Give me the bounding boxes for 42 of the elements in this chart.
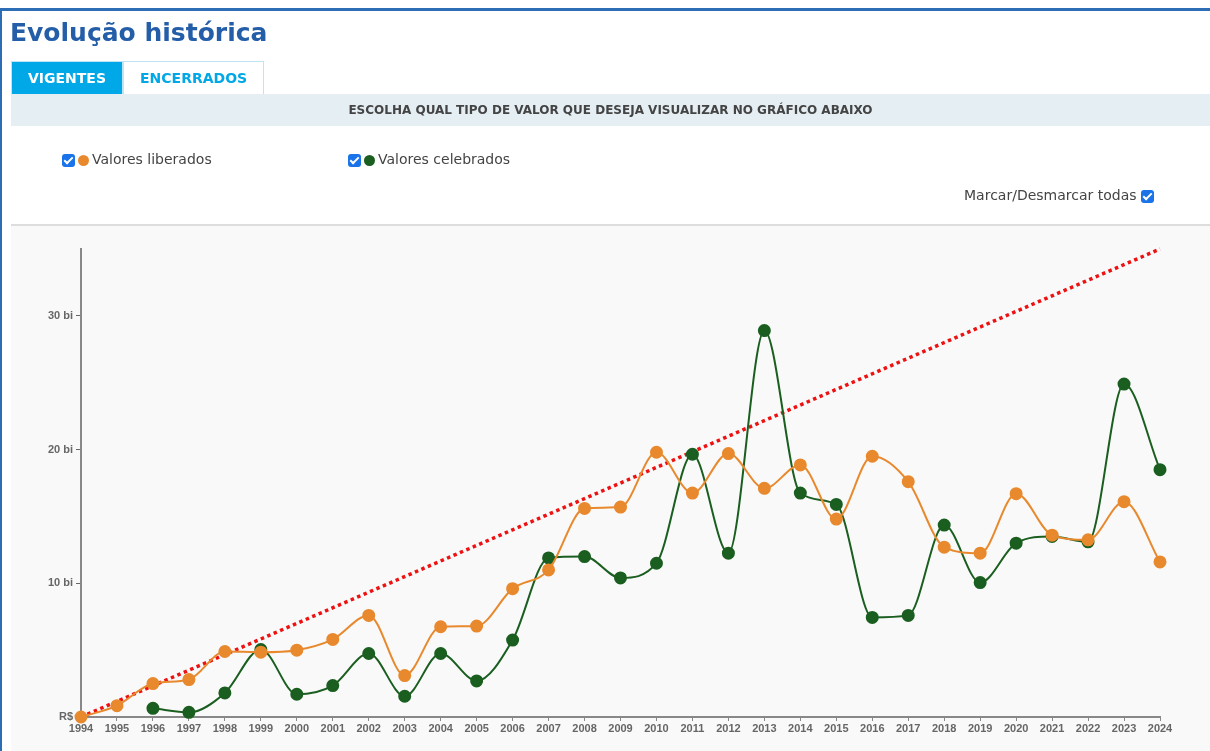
text: VIGENTES: [11, 61, 124, 95]
x-tick-label: 2004: [428, 721, 454, 734]
x-tick-label: 2010: [644, 721, 669, 734]
x-tick-label: 1996: [140, 721, 166, 734]
legend-label: Valores liberados: [92, 151, 212, 167]
chart-title: Evolução histórica: [10, 18, 268, 47]
y-tick-label: 10 bi: [47, 576, 73, 589]
x-tick-label: 2006: [500, 721, 525, 734]
x-tick-label: 2024: [1147, 721, 1174, 734]
x-tick-label: 2002: [356, 721, 381, 734]
x-tick-label: 1995: [104, 721, 130, 734]
legend-label: Valores celebrados: [378, 151, 511, 167]
x-tick-label: 1997: [176, 721, 202, 734]
x-tick-label: 2019: [967, 721, 993, 734]
y-tick-label: 30 bi: [47, 308, 73, 321]
x-tick-label: 2014: [788, 721, 814, 734]
x-tick-label: 2001: [320, 721, 346, 734]
x-tick-label: 2022: [1075, 721, 1101, 734]
x-tick-label: 2018: [931, 721, 957, 734]
y-tick-label: R$: [58, 710, 73, 723]
x-tick-label: 2008: [572, 721, 597, 734]
x-tick-label: 2011: [680, 721, 705, 734]
x-tick-label: 2007: [536, 721, 561, 734]
x-tick-label: 2009: [608, 721, 633, 734]
x-tick-label: 2017: [895, 721, 921, 734]
x-tick-label: 1999: [248, 721, 274, 734]
x-tick-label: 1994: [68, 721, 95, 734]
x-tick-label: 2021: [1039, 721, 1065, 734]
x-tick-label: 2023: [1111, 721, 1137, 734]
x-tick-label: 2005: [464, 721, 489, 734]
y-tick-label: 20 bi: [47, 442, 73, 455]
x-tick-label: 2013: [752, 721, 777, 734]
x-tick-label: 2020: [1003, 721, 1029, 734]
x-tick-label: 1998: [212, 721, 238, 734]
text: Marcar/Desmarcar todas: [964, 187, 1137, 203]
x-tick-label: 2012: [716, 721, 741, 734]
x-tick-label: 2000: [284, 721, 310, 734]
x-tick-label: 2003: [392, 721, 417, 734]
text: ENCERRADOS: [123, 61, 265, 95]
x-tick-label: 2015: [824, 721, 849, 734]
x-tick-label: 2016: [860, 721, 885, 734]
chart-subtitle: ESCOLHA QUAL TIPO DE VALOR QUE DESEJA VISUALIZAR NO GRÁFICO ABAIXO: [11, 94, 1210, 126]
